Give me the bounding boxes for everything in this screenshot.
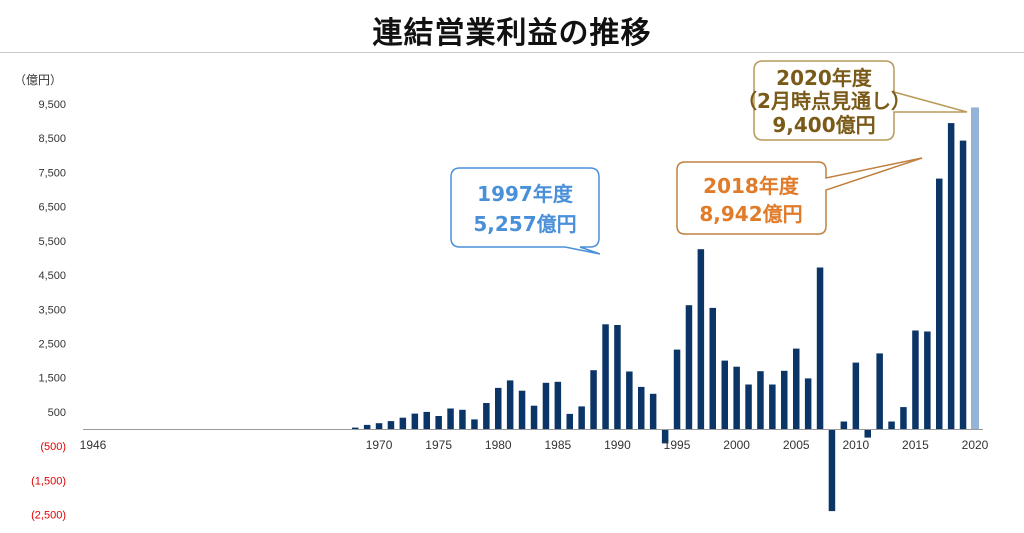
bars — [352, 107, 979, 512]
bar-1989 — [602, 324, 609, 429]
annotation-1997-line2: 5,257億円 — [473, 212, 576, 236]
bar-1997 — [697, 249, 705, 429]
annotation-2018-line1: 2018年度 — [703, 174, 800, 198]
x-tick-label: 1975 — [425, 438, 452, 452]
y-tick-label: 6,500 — [38, 202, 66, 214]
bar-1999 — [721, 360, 728, 429]
annotation-2020-line1: 2020年度 — [776, 66, 873, 90]
bar-2006 — [804, 378, 812, 429]
bar-1982 — [518, 390, 526, 429]
bar-2009 — [840, 421, 848, 429]
x-tick-label: 2000 — [723, 438, 750, 452]
x-tick-label: 2020 — [962, 438, 989, 452]
annotation-2018-line2: 8,942億円 — [699, 202, 802, 226]
bar-1988 — [590, 370, 597, 429]
y-tick-label: 3,500 — [38, 304, 66, 316]
bar-2000 — [733, 366, 740, 429]
bar-2015 — [912, 330, 919, 429]
bar-2003 — [769, 384, 776, 429]
x-tick-label: 2015 — [902, 438, 929, 452]
bar-2008 — [828, 429, 836, 512]
y-tick-label: 8,500 — [38, 133, 66, 145]
bar-2001 — [745, 384, 752, 429]
bar-1974 — [423, 411, 430, 429]
y-tick-label: 500 — [48, 407, 66, 419]
x-tick-label: 1995 — [664, 438, 691, 452]
bar-1998 — [709, 307, 716, 429]
y-axis-ticks: 9,500 8,500 7,500 6,500 5,500 4,500 3,500 2,500… — [31, 99, 66, 522]
y-tick-label: 7,500 — [38, 167, 66, 179]
annotation-2020: 2020年度 （2月時点見通し） 9,400億円 — [737, 60, 968, 141]
bar-1969 — [363, 424, 371, 429]
x-axis-ticks: 1946 1970 1975 1980 1985 1990 1995 2000 2005 2010… — [80, 438, 989, 452]
y-tick-label: 5,500 — [38, 236, 66, 248]
x-tick-label: 1946 — [80, 438, 107, 452]
bar-2019 — [959, 140, 967, 429]
bar-2013 — [888, 421, 895, 429]
bar-2020 — [971, 107, 979, 430]
bar-2017 — [936, 178, 943, 429]
annotation-1997-line1: 1997年度 — [477, 182, 574, 206]
y-tick-label: 2,500 — [38, 338, 66, 350]
chart-title: 連結営業利益の推移 — [372, 16, 652, 51]
bar-1996 — [685, 305, 693, 429]
y-tick-label: 9,500 — [38, 99, 66, 111]
bar-1994 — [661, 429, 669, 444]
bar-1976 — [447, 408, 454, 429]
bar-1987 — [578, 406, 585, 429]
bar-1984 — [542, 382, 550, 429]
annotation-2020-line2: （2月時点見通し） — [737, 89, 911, 113]
bar-1977 — [459, 409, 466, 429]
bar-1993 — [649, 393, 657, 429]
x-tick-label: 1985 — [544, 438, 571, 452]
y-tick-label: 1,500 — [38, 373, 66, 385]
bar-2018 — [947, 123, 955, 429]
bar-2011 — [864, 429, 871, 438]
y-tick-label: 4,500 — [38, 270, 66, 282]
annotation-2018: 2018年度 8,942億円 — [676, 157, 923, 235]
title-divider — [0, 52, 1024, 53]
bar-1978 — [471, 419, 478, 429]
bar-1995 — [673, 349, 681, 429]
x-tick-label: 1980 — [485, 438, 512, 452]
bar-2014 — [900, 407, 907, 429]
bar-1972 — [399, 417, 407, 429]
x-tick-label: 2005 — [783, 438, 810, 452]
bar-2002 — [757, 371, 764, 429]
bar-2012 — [876, 353, 883, 429]
bar-2004 — [781, 370, 788, 429]
annotation-1997: 1997年度 5,257億円 — [450, 167, 601, 255]
bar-1968 — [352, 427, 359, 429]
y-tick-label: (500) — [40, 441, 66, 453]
bar-1986 — [566, 413, 573, 429]
bar-1983 — [530, 405, 538, 429]
bar-2016 — [924, 331, 931, 429]
x-tick-label: 1990 — [604, 438, 631, 452]
y-tick-label: (1,500) — [31, 475, 66, 487]
bar-1980 — [495, 387, 502, 429]
bar-1971 — [387, 421, 395, 429]
bar-2007 — [816, 267, 824, 429]
bar-1979 — [483, 403, 490, 429]
bar-1970 — [375, 423, 383, 429]
x-tick-label: 1970 — [366, 438, 393, 452]
bar-1975 — [435, 416, 442, 429]
bar-1991 — [626, 371, 633, 429]
bar-1992 — [638, 386, 645, 429]
x-tick-label: 2010 — [842, 438, 869, 452]
bar-2010 — [852, 362, 860, 429]
bar-2005 — [793, 348, 800, 429]
bar-1973 — [411, 413, 419, 429]
bar-1985 — [554, 381, 562, 429]
annotation-2020-line3: 9,400億円 — [772, 113, 875, 137]
y-tick-label: (2,500) — [31, 510, 66, 522]
bar-1990 — [614, 325, 621, 429]
y-axis-label: （億円） — [14, 73, 62, 87]
bar-1981 — [506, 380, 514, 429]
